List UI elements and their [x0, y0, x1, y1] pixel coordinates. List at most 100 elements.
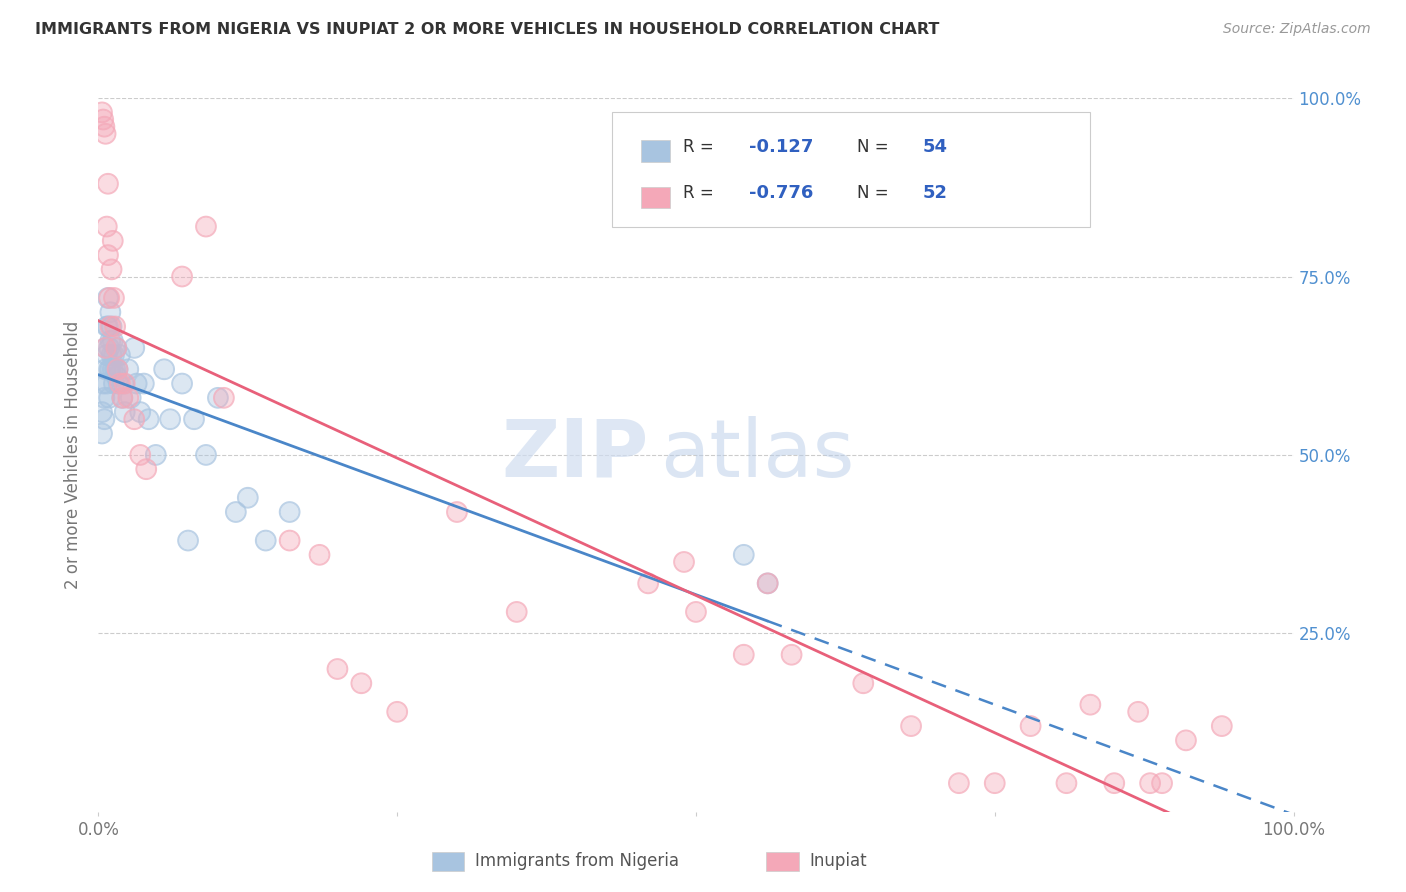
- Point: [91, 376, 114, 391]
- Point: [733, 548, 755, 562]
- Point: [94, 127, 117, 141]
- Point: [91, 426, 114, 441]
- Text: IMMIGRANTS FROM NIGERIA VS INUPIAT 2 OR MORE VEHICLES IN HOUSEHOLD CORRELATION C: IMMIGRANTS FROM NIGERIA VS INUPIAT 2 OR …: [35, 22, 939, 37]
- Point: [107, 362, 129, 376]
- Point: [637, 576, 659, 591]
- Point: [100, 348, 122, 362]
- Point: [780, 648, 803, 662]
- Point: [91, 405, 114, 419]
- Point: [100, 262, 122, 277]
- Point: [98, 334, 122, 348]
- Point: [98, 362, 122, 376]
- Point: [103, 376, 125, 391]
- Text: 52: 52: [922, 185, 948, 202]
- Point: [385, 705, 409, 719]
- Point: [94, 341, 117, 355]
- Point: [212, 391, 235, 405]
- Point: [91, 426, 114, 441]
- Point: [108, 348, 131, 362]
- Text: N =: N =: [856, 138, 893, 156]
- Point: [105, 341, 128, 355]
- Point: [900, 719, 922, 733]
- Point: [195, 448, 218, 462]
- Point: [97, 177, 120, 191]
- Point: [733, 648, 755, 662]
- Point: [94, 341, 117, 355]
- Point: [1056, 776, 1078, 790]
- Text: R =: R =: [683, 185, 720, 202]
- Point: [103, 348, 125, 362]
- Point: [97, 177, 120, 191]
- Point: [107, 376, 129, 391]
- Point: [107, 362, 129, 376]
- Point: [96, 319, 118, 334]
- Point: [93, 120, 115, 134]
- Point: [207, 391, 229, 405]
- Point: [107, 362, 129, 376]
- Point: [112, 376, 135, 391]
- Point: [446, 505, 468, 519]
- Point: [278, 505, 301, 519]
- Point: [120, 391, 142, 405]
- FancyBboxPatch shape: [613, 112, 1091, 227]
- Point: [278, 533, 301, 548]
- Point: [98, 291, 121, 305]
- Point: [183, 412, 205, 426]
- Point: [308, 548, 330, 562]
- Point: [96, 319, 118, 334]
- Point: [673, 555, 696, 569]
- Point: [124, 341, 146, 355]
- Point: [1211, 719, 1233, 733]
- Point: [108, 348, 131, 362]
- Point: [685, 605, 707, 619]
- Point: [91, 105, 114, 120]
- Point: [172, 269, 194, 284]
- Point: [100, 319, 122, 334]
- Point: [1104, 776, 1126, 790]
- Point: [195, 219, 218, 234]
- Y-axis label: 2 or more Vehicles in Household: 2 or more Vehicles in Household: [65, 321, 83, 589]
- Point: [114, 376, 136, 391]
- Point: [207, 391, 229, 405]
- Text: -0.127: -0.127: [749, 138, 814, 156]
- Point: [103, 376, 125, 391]
- Point: [105, 341, 128, 355]
- Point: [101, 362, 124, 376]
- Text: ZIP: ZIP: [501, 416, 648, 494]
- Point: [225, 505, 247, 519]
- Text: Source: ZipAtlas.com: Source: ZipAtlas.com: [1223, 22, 1371, 37]
- Point: [98, 319, 122, 334]
- Point: [1175, 733, 1198, 747]
- Point: [350, 676, 373, 690]
- Point: [98, 362, 121, 376]
- Point: [756, 576, 779, 591]
- Point: [153, 362, 176, 376]
- Point: [1175, 733, 1198, 747]
- Point: [129, 448, 152, 462]
- Point: [108, 376, 131, 391]
- Point: [685, 605, 707, 619]
- Point: [948, 776, 970, 790]
- Point: [105, 369, 128, 384]
- Point: [97, 248, 120, 262]
- Point: [104, 362, 127, 376]
- Point: [98, 319, 122, 334]
- Point: [172, 376, 194, 391]
- Point: [100, 262, 122, 277]
- Point: [96, 348, 118, 362]
- Point: [1152, 776, 1174, 790]
- Point: [111, 391, 134, 405]
- Point: [254, 533, 277, 548]
- Point: [94, 341, 117, 355]
- Point: [138, 412, 160, 426]
- Point: [326, 662, 349, 676]
- Point: [98, 341, 121, 355]
- FancyBboxPatch shape: [766, 852, 799, 871]
- Point: [98, 341, 121, 355]
- Point: [93, 412, 115, 426]
- Text: R =: R =: [683, 138, 720, 156]
- Point: [138, 412, 160, 426]
- Point: [1128, 705, 1150, 719]
- Point: [225, 505, 247, 519]
- Point: [97, 319, 120, 334]
